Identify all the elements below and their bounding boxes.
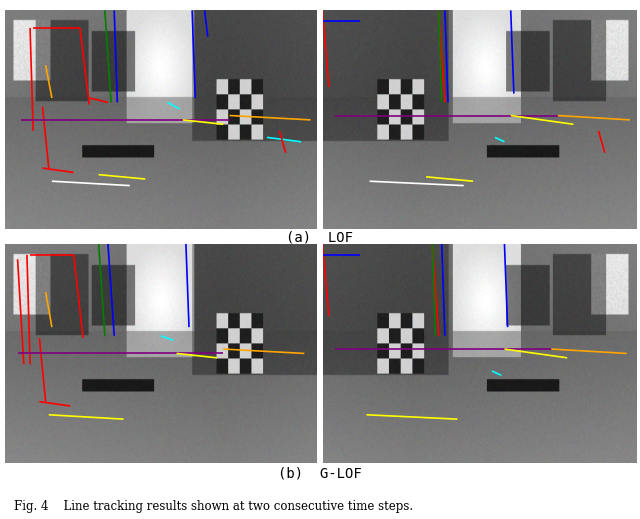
Text: Fig. 4    Line tracking results shown at two consecutive time steps.: Fig. 4 Line tracking results shown at tw… xyxy=(14,500,413,513)
Text: (a)  LOF: (a) LOF xyxy=(287,231,353,244)
Text: (b)  G-LOF: (b) G-LOF xyxy=(278,467,362,480)
